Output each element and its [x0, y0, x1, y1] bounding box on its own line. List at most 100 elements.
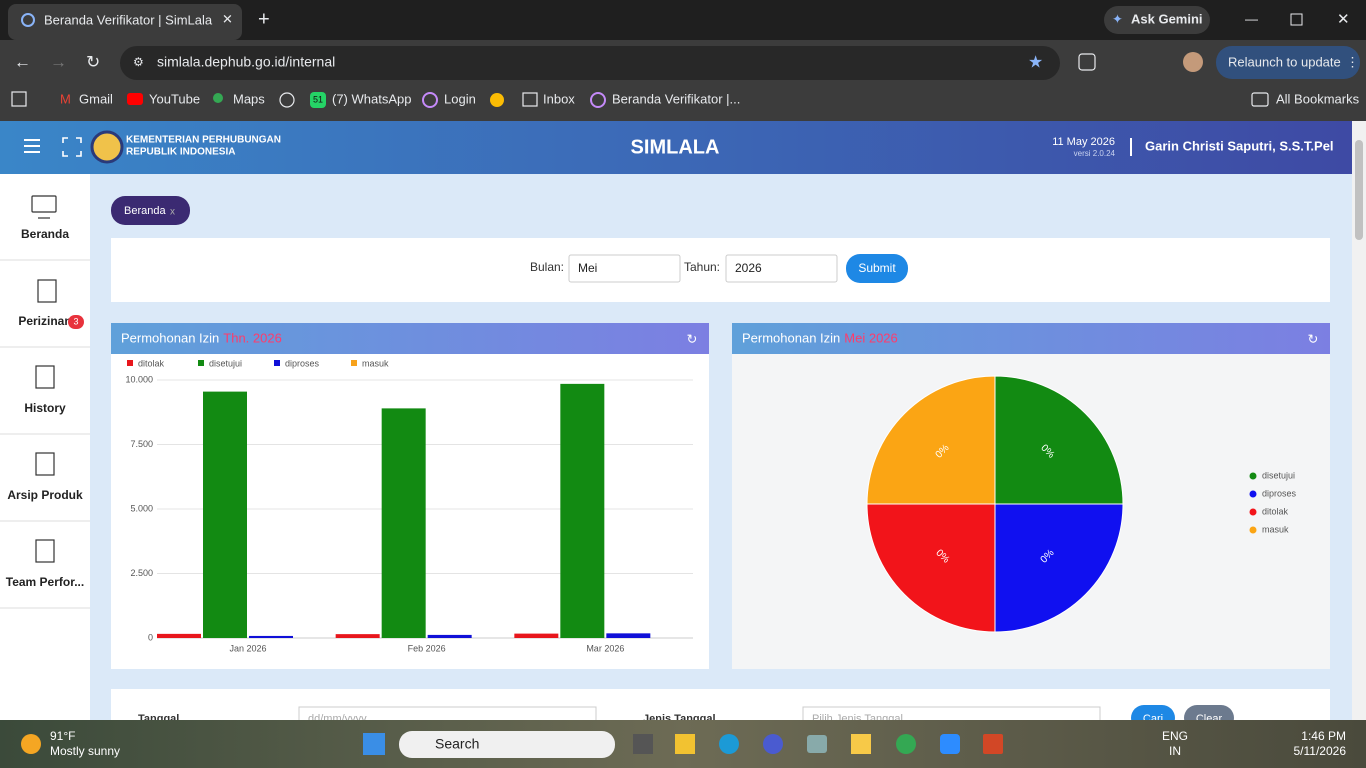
youtube-icon [127, 93, 143, 105]
submit-label: Submit [858, 261, 896, 275]
reload[interactable]: ↻ [86, 52, 100, 71]
legend-swatch [1249, 472, 1257, 480]
tab-close[interactable]: ✕ [222, 11, 233, 26]
year-value: 2026 [735, 261, 762, 275]
app-icon[interactable] [896, 734, 916, 754]
month-label: Bulan: [530, 260, 564, 274]
breadcrumb-tab[interactable] [111, 196, 190, 225]
active-tab[interactable] [8, 4, 242, 40]
gmail-icon: M [60, 91, 71, 106]
bookmark[interactable]: Maps [233, 91, 265, 106]
profile[interactable] [1183, 52, 1203, 72]
legend-swatch [1249, 508, 1257, 516]
minimize[interactable]: — [1245, 11, 1258, 26]
pie-slice [994, 375, 1124, 505]
tab-title: Beranda Verifikator | SimLala [44, 12, 213, 27]
org-name: KEMENTERIAN PERHUBUNGAN [126, 135, 281, 146]
pinwheel-icon[interactable] [490, 93, 504, 107]
gemini-label: Ask Gemini [1131, 11, 1203, 26]
legend-swatch [274, 360, 280, 366]
breadcrumb-label: Beranda [124, 205, 166, 217]
globe-icon[interactable] [279, 92, 295, 108]
site-info[interactable]: ⚙ [133, 55, 144, 69]
all-bookmarks[interactable]: All Bookmarks [1276, 91, 1360, 106]
apps-icon[interactable] [11, 91, 27, 107]
time: 1:46 PM [1301, 729, 1346, 743]
extensions[interactable] [1078, 53, 1096, 71]
nav-item[interactable]: Perizinan [18, 314, 71, 328]
scroll-thumb[interactable] [1355, 140, 1363, 240]
url: simlala.dephub.go.id/internal [157, 54, 335, 70]
login-icon [422, 92, 438, 108]
search-box[interactable] [399, 731, 615, 758]
bookmark-star[interactable]: ★ [1028, 52, 1043, 71]
sidebar-items: Beranda Perizinan 3 History Arsip Produk… [0, 195, 90, 609]
menu-toggle[interactable] [24, 139, 40, 153]
app-title: SIMLALA [631, 136, 720, 158]
app-icon[interactable] [763, 734, 783, 754]
fullscreen[interactable] [62, 137, 82, 157]
new-tab[interactable]: + [258, 8, 270, 30]
refresh[interactable]: ↻ [1308, 331, 1319, 346]
bookmark[interactable]: Gmail [79, 91, 113, 106]
relaunch-button[interactable] [1216, 46, 1360, 79]
doc-icon [35, 539, 55, 563]
y-tick-label: 0 [148, 632, 153, 642]
nav-item[interactable]: Team Perfor... [6, 575, 84, 589]
bookmark[interactable]: Beranda Verifikator |... [612, 91, 740, 106]
start-button[interactable] [363, 733, 385, 755]
x-tick-label: Jan 2026 [229, 643, 266, 653]
back[interactable]: ← [14, 52, 31, 71]
legend-swatch [1249, 490, 1257, 498]
bookmark[interactable]: (7) WhatsApp [332, 91, 411, 106]
search-label: Search [435, 736, 479, 752]
bar [249, 635, 293, 638]
bar [560, 383, 605, 638]
app-icon[interactable] [983, 734, 1003, 754]
gemini-button[interactable] [1104, 6, 1210, 34]
legend-label: masuk [1262, 524, 1289, 534]
nav-item[interactable]: Beranda [21, 227, 69, 241]
legend-label: diproses [1262, 488, 1297, 498]
close-window[interactable]: ✕ [1337, 11, 1350, 28]
submit-button[interactable] [846, 254, 908, 283]
nav-item[interactable]: History [24, 401, 66, 415]
legend-label: diproses [285, 358, 320, 368]
badge [68, 315, 84, 329]
app-icon[interactable] [851, 734, 871, 754]
nav-item[interactable]: Arsip Produk [7, 488, 83, 502]
app-icon[interactable] [719, 734, 739, 754]
menu[interactable]: ⋮ [1346, 54, 1359, 69]
logo [90, 130, 124, 164]
maximize[interactable] [1290, 13, 1303, 26]
bookmark[interactable]: YouTube [149, 91, 200, 106]
doc-icon [35, 365, 55, 389]
y-tick-label: 10.000 [125, 374, 153, 384]
forward: → [50, 52, 67, 71]
year-label: Tahun: [684, 260, 720, 274]
tab-favicon [21, 13, 35, 27]
refresh[interactable]: ↻ [687, 331, 698, 346]
breadcrumb-close[interactable]: x [170, 207, 175, 218]
version: versi 2.0.24 [1074, 149, 1116, 158]
app-icon[interactable] [675, 734, 695, 754]
whatsapp-badge: 51 [313, 94, 323, 104]
bar [335, 634, 380, 638]
app-icon[interactable] [633, 734, 653, 754]
year-select[interactable] [725, 254, 838, 283]
legend-swatch [1249, 526, 1257, 534]
y-tick-label: 7.500 [130, 439, 153, 449]
user-name[interactable]: Garin Christi Saputri, S.S.T.Pel [1145, 138, 1334, 153]
pie-slice [994, 503, 1124, 633]
omnibox[interactable] [120, 46, 1060, 80]
app-icon[interactable] [807, 735, 827, 753]
panel-title: Permohonan Izin [121, 330, 219, 345]
month-select[interactable] [568, 254, 681, 283]
bookmark[interactable]: Inbox [543, 91, 575, 106]
x-tick-label: Mar 2026 [586, 643, 624, 653]
bookmark[interactable]: Login [444, 91, 476, 106]
app-icon[interactable] [940, 734, 960, 754]
app-header [0, 121, 1352, 174]
